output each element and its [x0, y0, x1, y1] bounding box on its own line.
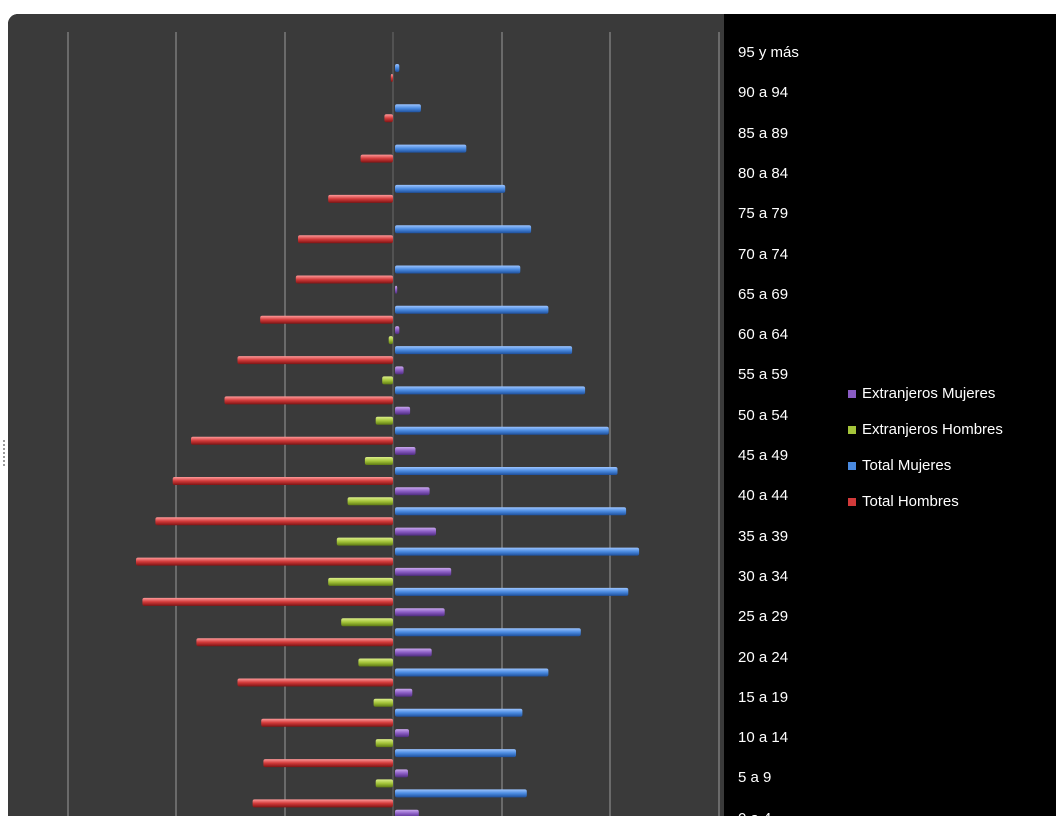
bar-extranjeros-mujeres-11 [395, 487, 430, 496]
bar-total-mujeres-17 [395, 749, 516, 758]
legend-label: Total Mujeres [862, 457, 952, 474]
bar-total-mujeres-15 [395, 668, 549, 677]
legend-swatch-extranjeros-mujeres [848, 390, 856, 398]
bar-total-hombres-11 [155, 517, 393, 526]
bar-total-hombres-2 [360, 154, 393, 163]
bar-total-mujeres-9 [395, 426, 609, 435]
legend-swatch-extranjeros-hombres [848, 426, 856, 434]
resize-handle[interactable] [3, 440, 7, 466]
bar-extranjeros-hombres-12 [336, 537, 393, 546]
bar-extranjeros-mujeres-8 [395, 366, 404, 375]
bars [136, 64, 640, 816]
bar-extranjeros-hombres-8 [382, 376, 393, 385]
bar-extranjeros-mujeres-18 [395, 769, 408, 778]
bar-total-hombres-18 [252, 799, 393, 808]
bar-total-mujeres-18 [395, 789, 527, 798]
age-label: 0 a 4 [738, 810, 771, 816]
bar-total-hombres-5 [295, 275, 393, 284]
bar-extranjeros-hombres-7 [388, 336, 393, 345]
bar-extranjeros-mujeres-6 [395, 285, 398, 294]
age-label: 30 a 34 [738, 567, 789, 585]
age-label: 25 a 29 [738, 608, 789, 626]
age-label: 20 a 24 [738, 648, 789, 666]
age-label: 5 a 9 [738, 769, 772, 787]
bar-total-mujeres-11 [395, 507, 627, 516]
bar-total-mujeres-4 [395, 225, 532, 234]
age-label: 75 a 79 [738, 205, 789, 223]
age-label: 10 a 14 [738, 729, 789, 747]
bar-total-hombres-7 [237, 356, 393, 365]
bar-total-hombres-1 [384, 114, 393, 123]
bar-total-mujeres-13 [395, 587, 629, 596]
bar-extranjeros-hombres-18 [375, 779, 393, 788]
bar-total-mujeres-2 [395, 144, 467, 153]
age-label: 50 a 54 [738, 406, 789, 424]
bar-extranjeros-mujeres-10 [395, 447, 416, 455]
bar-extranjeros-hombres-10 [364, 457, 393, 465]
age-label: 70 a 74 [738, 245, 789, 263]
bar-total-hombres-0 [390, 74, 393, 82]
bar-extranjeros-mujeres-7 [395, 326, 400, 335]
bar-total-hombres-16 [261, 718, 393, 727]
bar-extranjeros-hombres-9 [375, 416, 393, 425]
age-label: 15 a 19 [738, 688, 789, 706]
age-label: 55 a 59 [738, 366, 789, 384]
chart-frame: 95 y más 90 a 94 85 a 89 80 a 84 75 a 79 70 a… [8, 14, 1056, 816]
age-label: 65 a 69 [738, 285, 789, 303]
bar-extranjeros-mujeres-14 [395, 608, 445, 617]
bar-total-mujeres-3 [395, 184, 506, 193]
bar-total-mujeres-5 [395, 265, 521, 274]
age-label: 40 a 44 [738, 487, 789, 505]
bar-total-hombres-9 [191, 436, 393, 445]
bar-total-mujeres-1 [395, 104, 421, 113]
bar-total-mujeres-6 [395, 305, 549, 314]
legend-swatch-total-mujeres [848, 462, 856, 470]
bar-total-mujeres-16 [395, 708, 523, 717]
grid-lines [67, 32, 720, 816]
bar-total-hombres-8 [224, 396, 393, 405]
age-label: 60 a 64 [738, 326, 789, 344]
bar-extranjeros-mujeres-9 [395, 406, 411, 415]
legend-label: Total Hombres [862, 493, 959, 510]
bar-extranjeros-hombres-15 [358, 658, 393, 667]
legend-swatch-total-hombres [848, 498, 856, 506]
bar-total-mujeres-10 [395, 467, 618, 475]
bar-total-hombres-3 [328, 194, 393, 203]
bar-total-mujeres-0 [395, 64, 400, 72]
bar-extranjeros-mujeres-16 [395, 688, 413, 697]
bar-extranjeros-hombres-16 [373, 698, 393, 707]
bar-total-hombres-6 [260, 315, 393, 324]
age-label: 45 a 49 [738, 447, 789, 464]
bar-total-hombres-14 [196, 638, 393, 647]
bar-extranjeros-mujeres-19 [395, 809, 419, 816]
bar-extranjeros-mujeres-13 [395, 567, 452, 576]
bar-total-hombres-13 [142, 597, 393, 606]
bar-extranjeros-mujeres-17 [395, 729, 409, 738]
age-label: 95 y más [738, 44, 799, 61]
bar-extranjeros-hombres-14 [341, 618, 393, 627]
bar-total-hombres-4 [298, 235, 393, 244]
plot-area [8, 14, 724, 816]
age-label: 90 a 94 [738, 84, 789, 102]
bar-extranjeros-hombres-11 [347, 497, 393, 506]
plot-background [8, 14, 724, 816]
bar-extranjeros-mujeres-15 [395, 648, 432, 657]
age-label: 35 a 39 [738, 527, 789, 545]
bar-total-hombres-12 [136, 557, 393, 566]
bar-extranjeros-hombres-17 [375, 739, 393, 748]
bar-total-mujeres-12 [395, 547, 640, 556]
bar-total-mujeres-14 [395, 628, 581, 637]
bar-total-hombres-10 [172, 477, 393, 485]
bar-extranjeros-hombres-13 [328, 577, 393, 586]
bar-total-mujeres-8 [395, 386, 586, 395]
bar-total-hombres-17 [263, 759, 393, 768]
age-label: 85 a 89 [738, 124, 789, 142]
bar-total-hombres-15 [237, 678, 393, 687]
legend-label: Extranjeros Hombres [862, 421, 1003, 438]
age-label: 80 a 84 [738, 164, 789, 182]
bar-extranjeros-mujeres-12 [395, 527, 436, 536]
legend-label: Extranjeros Mujeres [862, 385, 996, 402]
bar-total-mujeres-7 [395, 346, 573, 355]
